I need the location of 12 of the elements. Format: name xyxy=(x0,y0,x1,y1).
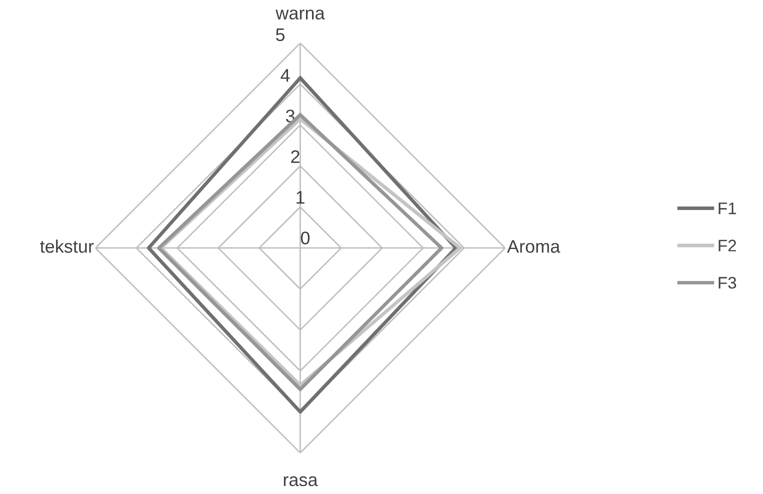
legend-label: F2 xyxy=(718,240,736,252)
y-tick-label: 1 xyxy=(296,191,304,204)
y-tick-label: 4 xyxy=(280,69,290,82)
spoke-label: tekstur xyxy=(40,240,94,253)
y-tick-label: 5 xyxy=(276,28,285,42)
legend-label: F3 xyxy=(718,276,736,289)
y-tick-label: 2 xyxy=(291,150,300,163)
legend-label: F1 xyxy=(718,202,736,214)
spoke-label: warna xyxy=(276,10,325,20)
y-tick-label: 0 xyxy=(300,232,310,244)
spoke-label: Aroma xyxy=(507,240,560,253)
spoke-label: rasa xyxy=(284,476,318,486)
